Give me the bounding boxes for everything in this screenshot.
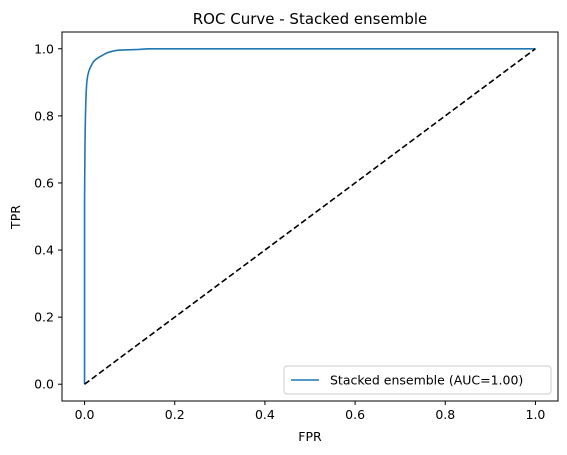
- legend: Stacked ensemble (AUC=1.00): [284, 366, 551, 394]
- y-tick-label: 0.8: [34, 108, 54, 123]
- x-tick-label: 0.0: [75, 407, 95, 422]
- x-tick-label: 0.2: [165, 407, 185, 422]
- y-tick-label: 1.0: [34, 41, 54, 56]
- chance-diagonal-line: [85, 49, 536, 384]
- y-axis-label: TPR: [8, 205, 23, 230]
- x-tick-label: 0.8: [435, 407, 455, 422]
- y-tick-label: 0.6: [34, 175, 54, 190]
- y-tick-label: 0.2: [34, 310, 54, 325]
- x-axis-label: FPR: [298, 429, 322, 444]
- x-tick-label: 0.6: [345, 407, 365, 422]
- legend-label: Stacked ensemble (AUC=1.00): [330, 373, 523, 388]
- x-tick-label: 1.0: [526, 407, 546, 422]
- plot-area: [85, 49, 536, 384]
- x-tick-label: 0.4: [255, 407, 275, 422]
- y-tick-label: 0.0: [34, 377, 54, 392]
- y-tick-label: 0.4: [34, 243, 54, 258]
- chart-title: ROC Curve - Stacked ensemble: [193, 10, 428, 28]
